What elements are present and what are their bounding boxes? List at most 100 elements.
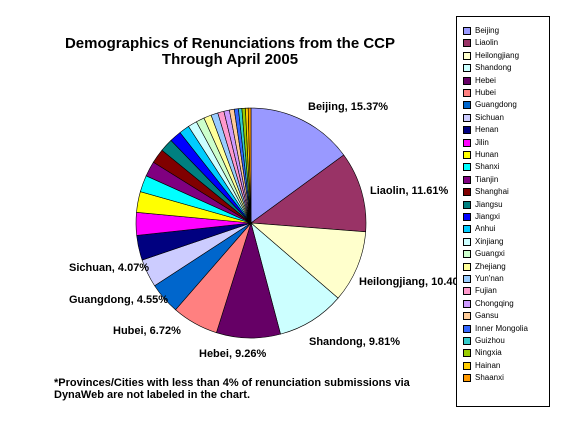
slice-label-heilongjiang: Heilongjiang, 10.40% <box>359 276 469 288</box>
legend-swatch <box>463 299 471 308</box>
legend-label: Shandong <box>475 63 512 73</box>
pie-slice-heilongjiang <box>250 222 366 299</box>
legend-label: Anhui <box>475 224 496 234</box>
legend-item-liaolin: Liaolin <box>463 37 498 49</box>
legend-item-yun-nan: Yun'nan <box>463 273 504 285</box>
legend-label: Jiangxi <box>475 212 500 221</box>
legend-item-guangxi: Guangxi <box>463 248 505 260</box>
legend-label: Sichuan <box>475 112 504 122</box>
legend-item-hubei: Hubei <box>463 87 496 99</box>
legend-swatch <box>463 27 471 35</box>
legend-label: Zhejiang <box>475 261 506 271</box>
legend-swatch <box>463 101 471 110</box>
legend-item-guizhou: Guizhou <box>463 335 505 347</box>
legend-item-sichuan: Sichuan <box>463 112 504 124</box>
legend-item-hunan: Hunan <box>463 149 499 161</box>
legend-item-heilongjiang: Heilongjiang <box>463 50 519 62</box>
legend-swatch <box>463 237 471 246</box>
legend-label: Tianjin <box>475 174 499 184</box>
legend-label: Guizhou <box>475 336 505 345</box>
pie-slice-beijing <box>250 107 345 224</box>
legend-item-anhui: Anhui <box>463 223 495 235</box>
legend-swatch <box>463 275 471 283</box>
legend-label: Guangxi <box>475 249 505 259</box>
legend-label: Hainan <box>475 360 501 370</box>
legend-label: Xinjiang <box>475 236 504 246</box>
legend-swatch <box>463 39 471 48</box>
chart-legend: Beijing Liaolin Heilongjiang Shandong Hebei H… <box>456 16 550 407</box>
legend-item-zhejiang: Zhejiang <box>463 261 506 273</box>
legend-item-gansu: Gansu <box>463 310 499 322</box>
legend-label: Heilongjiang <box>475 50 520 60</box>
legend-label: Shanghai <box>475 187 509 197</box>
legend-item-jiangxi: Jiangxi <box>463 211 500 223</box>
legend-swatch <box>463 374 471 383</box>
legend-label: Inner Mongolia <box>475 323 528 333</box>
legend-item-xinjiang: Xinjiang <box>463 236 503 248</box>
legend-label: Henan <box>475 125 499 135</box>
legend-swatch <box>463 163 471 172</box>
legend-swatch <box>463 312 471 321</box>
slice-label-shandong: Shandong, 9.81% <box>309 336 400 348</box>
legend-swatch <box>463 138 471 147</box>
legend-item-henan: Henan <box>463 124 499 136</box>
legend-item-shanghai: Shanghai <box>463 186 509 198</box>
slice-label-hubei: Hubei, 6.72% <box>113 325 181 337</box>
legend-swatch <box>463 188 471 197</box>
legend-label: Shanxi <box>475 162 500 172</box>
legend-swatch <box>463 287 471 296</box>
legend-item-ningxia: Ningxia <box>463 347 502 359</box>
legend-swatch <box>463 151 471 159</box>
legend-swatch <box>463 175 471 184</box>
slice-label-sichuan: Sichuan, 4.07% <box>69 262 149 274</box>
legend-item-shandong: Shandong <box>463 62 511 74</box>
legend-label: Chongqing <box>475 298 514 308</box>
legend-swatch <box>463 349 471 358</box>
chart-title: Demographics of Renunciations from the C… <box>64 35 396 68</box>
pie-slices <box>135 107 367 339</box>
slice-label-liaolin: Liaolin, 11.61% <box>370 185 448 197</box>
pie-slice-shaanxi <box>247 107 252 224</box>
legend-swatch <box>463 76 471 85</box>
legend-swatch <box>463 324 471 333</box>
legend-label: Yun'nan <box>475 274 504 283</box>
legend-item-beijing: Beijing <box>463 25 499 37</box>
legend-swatch <box>463 51 471 60</box>
legend-label: Hunan <box>475 150 499 159</box>
legend-swatch <box>463 113 471 122</box>
legend-swatch <box>463 250 471 259</box>
legend-swatch <box>463 89 471 97</box>
legend-item-jilin: Jilin <box>463 137 489 149</box>
legend-item-shanxi: Shanxi <box>463 161 499 173</box>
legend-swatch <box>463 337 471 345</box>
pie-slice-liaolin <box>250 154 367 233</box>
legend-label: Fujian <box>475 286 497 296</box>
legend-swatch <box>463 200 471 209</box>
legend-label: Hubei <box>475 88 496 97</box>
legend-item-fujian: Fujian <box>463 285 497 297</box>
legend-label: Shaanxi <box>475 373 504 383</box>
slice-labels: Beijing, 15.37% Liaolin, 11.61% Heilongjia… <box>69 101 469 360</box>
legend-label: Jilin <box>475 137 489 147</box>
slice-label-hebei: Hebei, 9.26% <box>199 348 266 360</box>
legend-label: Ningxia <box>475 348 502 358</box>
legend-item-shaanxi: Shaanxi <box>463 372 504 384</box>
legend-item-jiangsu: Jiangsu <box>463 199 503 211</box>
legend-item-hebei: Hebei <box>463 75 496 87</box>
legend-label: Beijing <box>475 26 500 35</box>
legend-label: Gansu <box>475 311 499 321</box>
legend-label: Hebei <box>475 75 496 85</box>
chart-footnote: *Provinces/Cities with less than 4% of r… <box>54 377 410 401</box>
legend-label: Jiangsu <box>475 199 503 209</box>
legend-item-inner-mongolia: Inner Mongolia <box>463 323 528 335</box>
legend-swatch <box>463 64 471 73</box>
legend-item-guangdong: Guangdong <box>463 99 517 111</box>
legend-label: Guangdong <box>475 100 517 110</box>
legend-label: Liaolin <box>475 38 499 48</box>
legend-item-tianjin: Tianjin <box>463 174 498 186</box>
legend-swatch <box>463 361 471 370</box>
legend-swatch <box>463 225 471 234</box>
slice-label-beijing: Beijing, 15.37% <box>308 101 388 113</box>
legend-item-hainan: Hainan <box>463 360 500 372</box>
